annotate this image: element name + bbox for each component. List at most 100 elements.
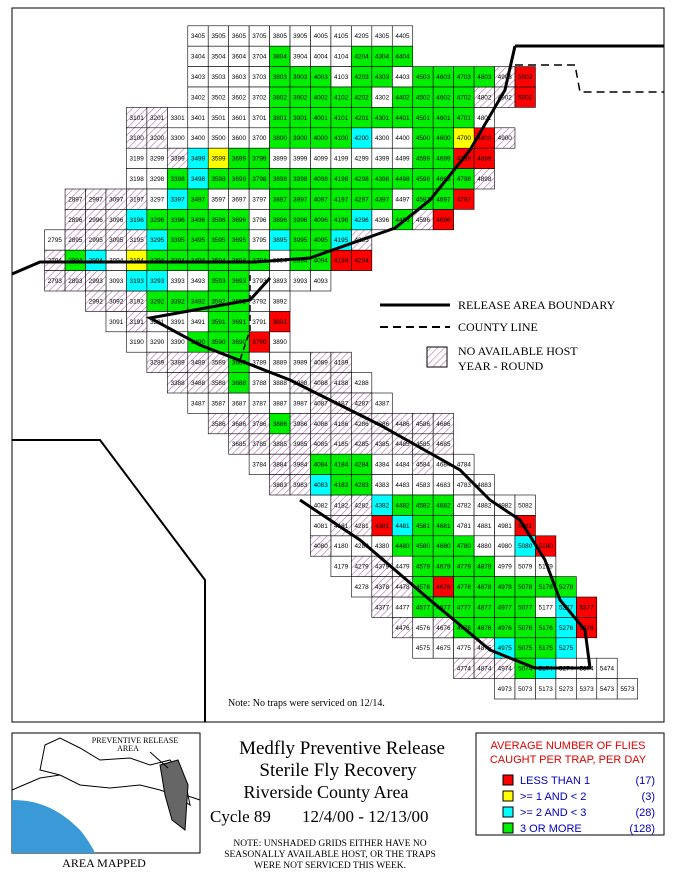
cell-label: 4599 — [416, 156, 431, 163]
cell-label: 4874 — [477, 666, 492, 673]
cell-label: 3985 — [293, 441, 308, 448]
cell-label: 4084 — [314, 462, 329, 469]
cell-label: 3198 — [130, 176, 145, 183]
inset-label: AREA — [117, 744, 139, 753]
cell-label: 3290 — [150, 339, 165, 346]
cell-label: 4678 — [436, 584, 451, 591]
cell-label: 4486 — [395, 421, 410, 428]
cell-label: 5373 — [579, 686, 594, 693]
cell-label: 4094 — [314, 258, 329, 265]
cell-label: 5173 — [539, 686, 554, 693]
cell-label: 4578 — [416, 584, 431, 591]
cell-label: 4182 — [334, 502, 349, 509]
cell-label: 4483 — [395, 482, 410, 489]
cell-label: 4602 — [436, 94, 451, 101]
cell-label: 5073 — [518, 686, 533, 693]
cell-label: 4500 — [416, 135, 431, 142]
cell-label: 3793 — [252, 278, 267, 285]
cell-label: 3984 — [293, 462, 308, 469]
cell-label: 3689 — [232, 360, 247, 367]
cell-label: 3997 — [293, 196, 308, 203]
cell-label: 4284 — [354, 462, 369, 469]
cell-label: 3591 — [211, 319, 226, 326]
grid-cell — [269, 311, 291, 333]
cell-label: 3491 — [191, 319, 206, 326]
cell-label: 4898 — [477, 176, 492, 183]
cell-label: 4774 — [457, 666, 472, 673]
cell-label: 3789 — [252, 360, 267, 367]
cell-label: 4685 — [436, 441, 451, 448]
cell-label: 3898 — [273, 176, 288, 183]
cell-label: 3500 — [211, 135, 226, 142]
cell-label: 4586 — [416, 421, 431, 428]
cell-label: 3492 — [191, 298, 206, 305]
cell-label: 3702 — [252, 94, 267, 101]
cell-label: 4297 — [354, 196, 369, 203]
grid-cell — [391, 45, 414, 67]
cell-label: 4378 — [375, 584, 390, 591]
cell-label: 4095 — [314, 237, 329, 244]
cell-label: 4582 — [416, 502, 431, 509]
cell-label: 3093 — [109, 278, 124, 285]
boundary-label: RELEASE AREA BOUNDARY — [458, 298, 616, 312]
cell-label: 4080 — [314, 543, 329, 550]
cell-label: 4676 — [436, 625, 451, 632]
cell-label: 4282 — [354, 502, 369, 509]
cell-label: 3900 — [293, 135, 308, 142]
cell-label: 4581 — [416, 523, 431, 530]
cell-label: 3598 — [211, 176, 226, 183]
title: Medfly Preventive Release — [239, 738, 445, 759]
no-host-label: YEAR - ROUND — [458, 359, 544, 373]
cell-label: 4089 — [314, 360, 329, 367]
footnote: NOTE: UNSHADED GRIDS EITHER HAVE NO — [233, 839, 426, 849]
legend-swatch — [502, 774, 514, 786]
cell-label: 5077 — [518, 604, 533, 611]
cell-label: 4699 — [436, 156, 451, 163]
cell-label: 4405 — [395, 33, 410, 40]
cell-label: 4379 — [375, 564, 390, 571]
cell-label: 4287 — [354, 400, 369, 407]
map-note: Note: No traps were serviced on 12/14. — [228, 698, 385, 709]
cell-label: 3499 — [191, 156, 206, 163]
cell-label: 4803 — [477, 74, 492, 81]
cell-label: 4380 — [375, 543, 390, 550]
cell-label: 4575 — [416, 645, 431, 652]
boundary — [11, 45, 517, 276]
cell-label: 5074 — [518, 666, 533, 673]
cell-label: 3586 — [211, 421, 226, 428]
cell-label: 4100 — [334, 135, 349, 142]
legend-swatch — [502, 822, 514, 834]
cell-label: 5076 — [518, 625, 533, 632]
cell-label: 4385 — [375, 441, 390, 448]
cell-label: 4679 — [436, 564, 451, 571]
cell-label: 3799 — [252, 156, 267, 163]
cell-label: 3790 — [252, 339, 267, 346]
dates: 12/4/00 - 12/13/00 — [302, 807, 429, 826]
cell-label: 4980 — [498, 543, 513, 550]
cell-label: 4782 — [457, 502, 472, 509]
cell-label: 3805 — [273, 33, 288, 40]
cell-label: 3700 — [252, 135, 267, 142]
grid-cell — [432, 433, 454, 455]
cell-label: 5377 — [579, 604, 594, 611]
cell-label: 3101 — [130, 115, 145, 122]
cell-label: 3097 — [109, 196, 124, 203]
cell-label: 4681 — [436, 523, 451, 530]
cell-label: 4585 — [416, 441, 431, 448]
cell-label: 4096 — [314, 217, 329, 224]
cell-label: 4398 — [375, 176, 390, 183]
cell-label: 3901 — [293, 115, 308, 122]
cell-label: 4003 — [314, 74, 329, 81]
cell-label: 4088 — [314, 380, 329, 387]
cell-label: 3784 — [252, 462, 267, 469]
cell-label: 4677 — [436, 604, 451, 611]
cell-label: 4683 — [436, 482, 451, 489]
cell-label: 4698 — [436, 176, 451, 183]
cell-label: 4899 — [477, 156, 492, 163]
cell-label: 4081 — [314, 523, 329, 530]
cell-label: 4186 — [334, 421, 349, 428]
cell-label: 5075 — [518, 645, 533, 652]
inset-release-area — [159, 759, 189, 831]
cell-label: 3595 — [211, 237, 226, 244]
